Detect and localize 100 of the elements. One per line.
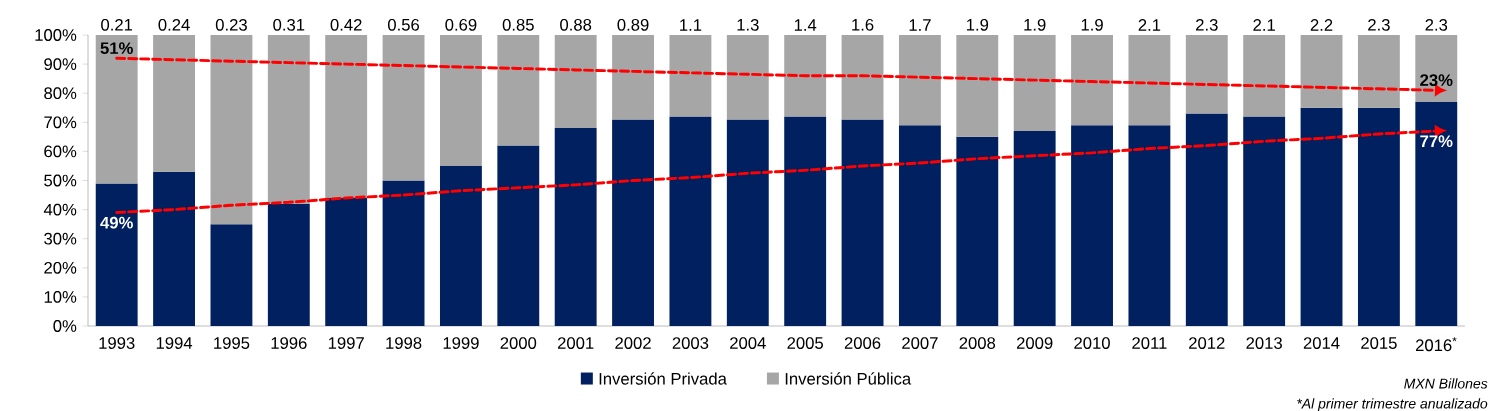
- bar: [1357, 107, 1400, 326]
- annotation: 0.56: [387, 18, 420, 31]
- annotation: 0.88: [560, 18, 592, 31]
- annotation: 0.23: [215, 18, 247, 31]
- bar: [554, 128, 597, 326]
- legend-label: Inversión Privada: [599, 372, 727, 385]
- x-tick-label: 2012: [1189, 337, 1225, 349]
- y-tick-label: 100%: [35, 29, 77, 41]
- text: *Al primer trimestre anualizado: [1297, 398, 1488, 411]
- y-tick-label: 60%: [44, 145, 77, 158]
- annotation: 1.6: [852, 18, 874, 31]
- bar: [1128, 125, 1171, 326]
- bar: [956, 136, 999, 326]
- text: MXN Billones: [1404, 378, 1488, 389]
- annotation: 1.3: [737, 18, 759, 31]
- bar: [210, 35, 253, 225]
- bar: [267, 203, 310, 326]
- annotation: 2.2: [1310, 19, 1333, 31]
- bar: [1128, 35, 1171, 126]
- bar: [1243, 116, 1286, 326]
- bar: [669, 116, 712, 326]
- bar: [325, 197, 368, 326]
- annotation: 2.1: [1253, 19, 1275, 31]
- x-tick-label: 1998: [386, 337, 422, 349]
- x-tick-label: 2016$^{*}$: [1415, 337, 1457, 352]
- bar: [841, 119, 884, 326]
- x-tick-label: 2001: [557, 337, 594, 349]
- bar: [898, 125, 941, 326]
- y-tick-label: 80%: [44, 87, 77, 100]
- annotation: 77%: [1420, 135, 1453, 148]
- y-tick-label: 70%: [44, 116, 77, 129]
- annotation: 1.9: [1081, 18, 1103, 31]
- bar: [841, 35, 884, 120]
- annotation: 1.7: [909, 19, 931, 31]
- bar: [726, 35, 769, 120]
- x-tick-label: 2002: [615, 337, 651, 349]
- annotation: 0.69: [445, 18, 477, 31]
- bar: [1071, 125, 1113, 326]
- bar: [1185, 113, 1228, 326]
- y-tick-label: 20%: [44, 261, 77, 274]
- bar: [439, 165, 482, 326]
- bar: [382, 180, 425, 326]
- x-tick-label: 2000: [500, 337, 537, 349]
- legend-label: Inversión Pública: [785, 372, 912, 385]
- y-tick-label: 0%: [53, 320, 77, 332]
- y-tick-label: 90%: [44, 58, 77, 70]
- x-tick-label: 2004: [730, 337, 766, 349]
- x-tick-label: 2009: [1016, 337, 1053, 349]
- bar: [497, 145, 540, 326]
- annotation: 2.1: [1138, 19, 1161, 31]
- annotation: 23%: [1420, 74, 1453, 87]
- x-tick-label: 2007: [902, 337, 938, 349]
- annotation: 0.85: [502, 18, 534, 31]
- annotation: 2.3: [1196, 18, 1218, 31]
- bar: [95, 183, 138, 326]
- bar: [325, 35, 368, 198]
- y-tick-label: 10%: [44, 291, 77, 303]
- x-tick-label: 2010: [1074, 337, 1110, 349]
- x-tick-label: 2006: [844, 337, 881, 349]
- x-tick-label: 1993: [99, 337, 135, 349]
- y-tick-label: 40%: [43, 203, 77, 216]
- bar: [956, 35, 999, 137]
- bar: [267, 35, 310, 204]
- bar: [95, 35, 138, 184]
- annotation: 0.89: [617, 18, 649, 31]
- annotation: 0.21: [101, 18, 133, 31]
- annotation: 1.4: [794, 19, 817, 31]
- bar: [726, 119, 769, 326]
- x-tick-label: 2015: [1361, 337, 1397, 349]
- x-tick-label: 1996: [271, 337, 307, 349]
- annotation: 49%: [100, 216, 133, 229]
- bar: [382, 35, 425, 181]
- x-tick-label: 1995: [214, 337, 250, 349]
- x-tick-label: 2013: [1246, 337, 1282, 349]
- bar: [554, 35, 597, 129]
- y-tick-label: 50%: [44, 174, 77, 187]
- bar: [1243, 35, 1286, 117]
- x-tick-label: 2008: [959, 337, 996, 349]
- bar: [1415, 35, 1458, 102]
- annotation: 0.42: [330, 18, 362, 31]
- bar: [784, 116, 827, 326]
- bar: [1300, 107, 1343, 326]
- bar: [612, 35, 654, 120]
- x-tick-label: 1994: [156, 337, 193, 349]
- annotation: 1.9: [1024, 18, 1046, 31]
- annotation: 2.3: [1425, 18, 1448, 31]
- annotation: 51%: [100, 42, 133, 55]
- bar: [784, 35, 827, 117]
- bar: [1013, 131, 1056, 326]
- bar: [1071, 35, 1113, 126]
- annotation: 1.9: [966, 18, 989, 31]
- bar: [153, 171, 195, 326]
- bar: [1185, 35, 1228, 114]
- x-tick-label: 1997: [328, 337, 364, 349]
- bar: [1300, 35, 1343, 108]
- annotation: 1.1: [680, 19, 702, 31]
- bar: [1013, 35, 1056, 132]
- x-tick-label: 2003: [672, 337, 709, 349]
- bar: [153, 35, 195, 172]
- x-tick-label: 1999: [443, 337, 479, 349]
